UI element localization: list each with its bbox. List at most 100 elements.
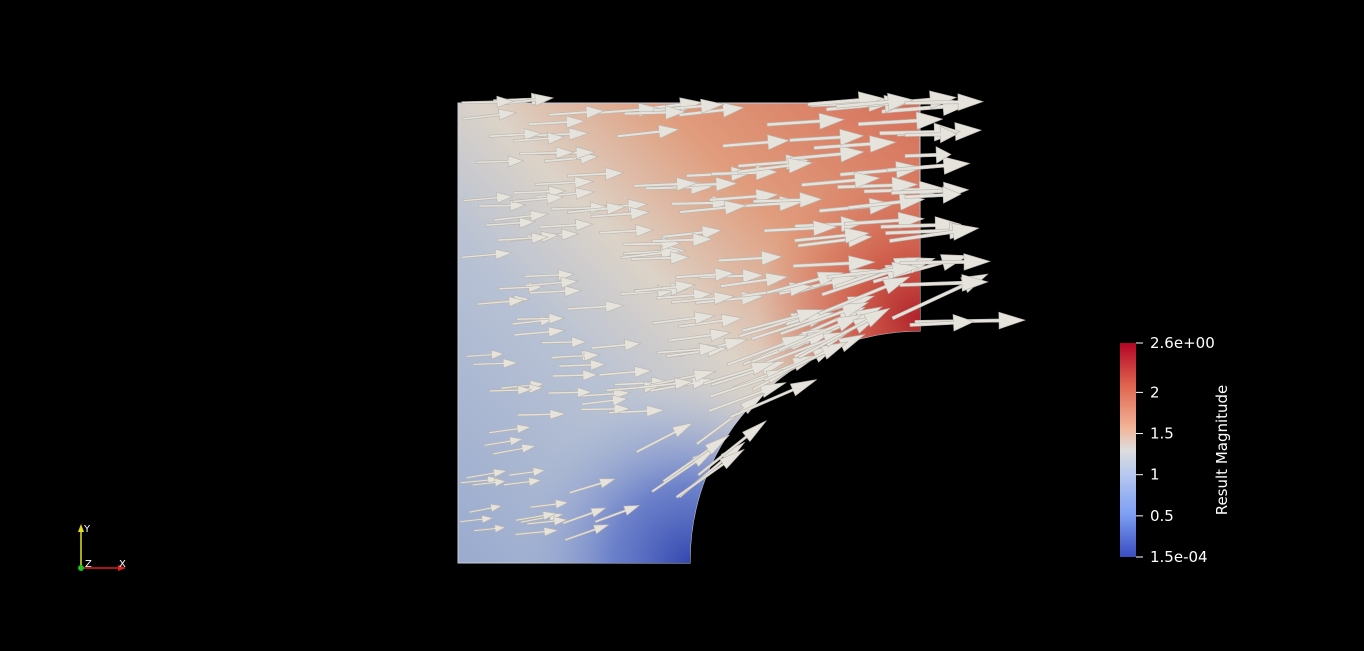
vector-arrow-icon	[517, 409, 567, 420]
vector-arrow-icon	[581, 394, 629, 407]
vector-arrow-icon	[475, 155, 525, 168]
vector-arrow-icon	[813, 135, 897, 153]
vector-arrow-icon	[558, 359, 607, 371]
x-axis-label: X	[119, 559, 126, 570]
vector-arrow-icon	[637, 377, 694, 390]
vector-arrow-icon	[594, 505, 641, 524]
vector-arrow-icon	[497, 232, 550, 244]
vector-arrow-icon	[516, 312, 566, 325]
vector-arrow-icon	[567, 202, 627, 216]
vector-arrow-icon	[651, 232, 714, 247]
vector-arrow-icon	[904, 146, 952, 164]
vector-arrow-icon	[478, 199, 527, 212]
vector-arrow-icon	[801, 171, 881, 189]
vector-arrow-icon	[541, 336, 588, 348]
colorbar-gradient	[1120, 343, 1136, 557]
x-axis-arrow-icon	[118, 565, 126, 571]
colorbar-tick-label: 1	[1150, 466, 1160, 484]
vector-arrow-icon	[899, 253, 991, 271]
vector-arrow-icon	[889, 223, 980, 243]
z-axis-label: Z	[85, 559, 92, 570]
vector-arrow-icon	[752, 191, 823, 208]
vector-arrow-icon	[566, 300, 625, 313]
vector-arrow-icon	[526, 516, 568, 526]
vector-arrow-icon	[485, 217, 537, 229]
vector-arrow-icon	[483, 436, 524, 447]
colorbar-tick-label: 0.5	[1150, 507, 1174, 525]
vector-arrow-icon	[519, 146, 575, 160]
colorbar-tick-label: 2.6e+00	[1150, 334, 1215, 352]
vector-arrow-icon	[818, 276, 911, 316]
vector-arrow-icon	[726, 334, 809, 367]
vector-arrow-icon	[552, 369, 599, 381]
vector-arrow-icon	[729, 379, 817, 419]
vector-arrow-icon	[620, 246, 682, 260]
vector-arrow-icon	[527, 115, 586, 129]
color-legend[interactable]: 2.6e+00 2 1.5 1 0.5 1.5e-04 Result Magnitude	[1120, 334, 1231, 566]
vector-arrow-icon	[777, 313, 864, 352]
vector-arrow-icon	[886, 156, 971, 175]
vector-arrow-icon	[635, 422, 694, 454]
vector-arrow-icon	[837, 176, 919, 195]
vector-arrow-icon	[737, 157, 814, 174]
colorbar-tick-label: 1.5	[1150, 425, 1174, 443]
vector-arrow-icon	[514, 527, 560, 537]
vector-arrow-icon	[590, 207, 651, 221]
z-axis-dot-icon	[78, 565, 84, 571]
vector-arrow-icon	[675, 267, 735, 282]
vector-arrow-icon	[719, 272, 789, 288]
vector-arrow-icon	[462, 108, 518, 121]
vector-arrow-icon	[529, 285, 583, 297]
vector-arrow-icon	[468, 503, 503, 514]
vector-arrow-icon	[493, 210, 550, 222]
vector-glyphs	[459, 90, 1026, 542]
vector-arrow-icon	[722, 134, 790, 151]
vector-arrow-icon	[717, 250, 784, 266]
vector-arrow-icon	[460, 248, 513, 260]
vector-arrow-icon	[835, 92, 914, 112]
vector-arrow-icon	[568, 478, 617, 494]
vector-arrow-icon	[550, 349, 601, 362]
vector-arrow-icon	[702, 361, 777, 386]
vector-arrow-icon	[461, 95, 515, 108]
vector-arrow-icon	[488, 424, 532, 434]
vector-arrow-icon	[904, 93, 984, 111]
vector-arrow-icon	[661, 225, 723, 240]
vector-arrow-icon	[515, 511, 558, 522]
vector-arrow-icon	[678, 102, 745, 118]
vector-arrow-icon	[779, 302, 870, 336]
vector-arrow-icon	[899, 274, 989, 292]
vector-arrow-icon	[459, 515, 494, 524]
vector-arrow-icon	[465, 468, 509, 480]
y-axis-label: Y	[83, 524, 91, 535]
vector-arrow-icon	[763, 341, 849, 382]
vector-arrow-icon	[598, 365, 653, 378]
vector-arrow-icon	[797, 307, 891, 360]
vector-arrow-icon	[599, 224, 654, 238]
vector-arrow-icon	[630, 251, 691, 265]
vector-arrow-icon	[792, 255, 876, 272]
vector-arrow-icon	[662, 434, 730, 483]
vector-arrow-icon	[671, 291, 736, 306]
vector-arrow-icon	[909, 313, 975, 332]
vector-arrow-icon	[488, 128, 542, 141]
vector-arrow-icon	[766, 112, 846, 130]
vector-arrow-icon	[472, 358, 519, 369]
vector-arrow-icon	[741, 309, 825, 333]
vector-arrow-icon	[652, 311, 717, 325]
vector-arrow-icon	[513, 326, 567, 338]
vector-arrow-icon	[476, 296, 526, 307]
vector-arrow-icon	[566, 167, 625, 181]
vector-arrow-icon	[525, 276, 580, 289]
vector-arrow-icon	[547, 386, 593, 398]
vector-arrow-icon	[462, 192, 514, 204]
vector-arrow-icon	[679, 200, 748, 216]
vector-arrow-icon	[492, 443, 537, 456]
vector-arrow-icon	[789, 128, 865, 146]
y-axis-arrow-icon	[78, 524, 84, 532]
vector-arrow-icon	[678, 313, 744, 329]
vector-arrow-icon	[904, 186, 962, 204]
vector-arrow-icon	[534, 176, 595, 189]
vector-arrow-icon	[763, 220, 838, 237]
